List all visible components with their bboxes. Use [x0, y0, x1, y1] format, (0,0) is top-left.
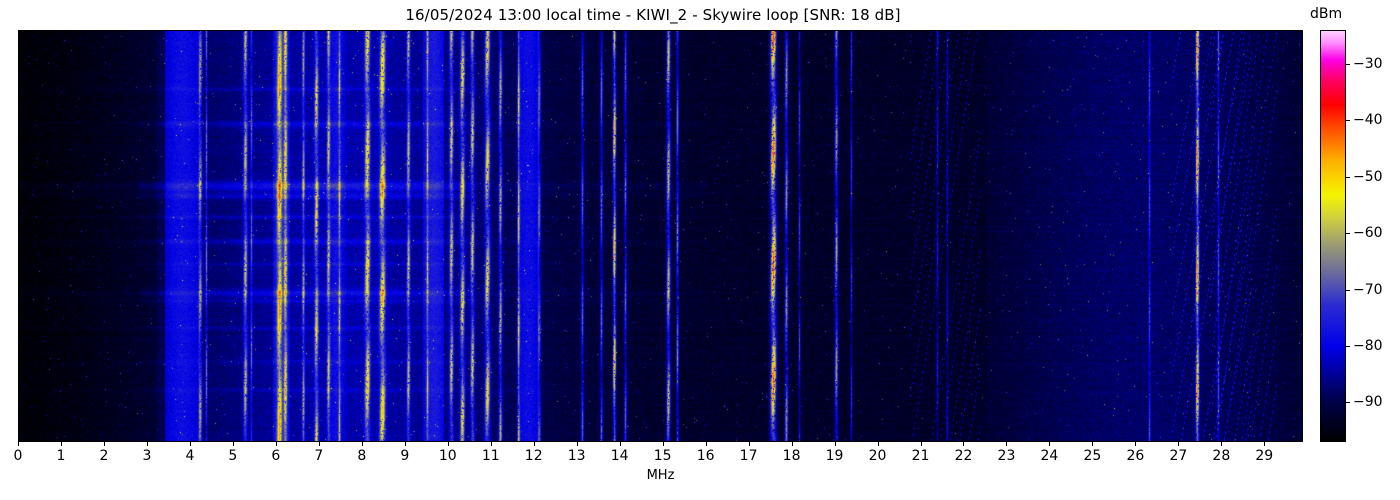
x-axis-tick [877, 442, 879, 446]
x-axis-tick [705, 442, 707, 446]
x-axis-tick [963, 442, 965, 446]
x-axis-tick [232, 442, 234, 446]
x-axis-tick [275, 442, 277, 446]
x-axis-tick-label: 14 [610, 448, 629, 464]
x-axis-tick-label: 23 [997, 448, 1016, 464]
x-axis-tick [834, 442, 836, 446]
colorbar-tick [1346, 63, 1350, 65]
x-axis-tick [1264, 442, 1266, 446]
x-axis-tick-label: 25 [1083, 448, 1102, 464]
x-axis-tick [146, 442, 148, 446]
x-axis-tick-label: 29 [1255, 448, 1274, 464]
x-axis-tick [60, 442, 62, 446]
x-axis-tick-label: 21 [911, 448, 930, 464]
x-axis-tick [533, 442, 535, 446]
colorbar: −30 −40 −50 −60 −70 −80 −90 [1320, 30, 1383, 442]
x-axis-tick-label: 17 [739, 448, 758, 464]
x-axis-tick [189, 442, 191, 446]
colorbar-tick-label: −40 [1353, 112, 1383, 129]
x-axis-tick-label: 20 [868, 448, 887, 464]
x-axis-tick-label: 3 [142, 448, 152, 464]
colorbar-tick-label: −50 [1353, 168, 1383, 185]
colorbar-tick [1346, 176, 1350, 178]
colorbar-tick [1346, 233, 1350, 235]
x-axis-tick-label: 10 [438, 448, 457, 464]
colorbar-tick [1346, 346, 1350, 348]
x-axis-tick-label: 7 [314, 448, 324, 464]
x-axis-tick-label: 26 [1126, 448, 1145, 464]
page-title: 16/05/2024 13:00 local time - KIWI_2 - S… [405, 6, 901, 24]
x-axis-tick-label: 4 [185, 448, 195, 464]
x-axis-tick-label: 0 [13, 448, 23, 464]
x-axis-tick [1049, 442, 1051, 446]
x-axis-tick [1135, 442, 1137, 446]
x-axis-label: MHz [646, 468, 675, 483]
x-axis-tick-label: 18 [782, 448, 801, 464]
x-axis-tick-label: 13 [567, 448, 586, 464]
x-axis-tick-label: 22 [954, 448, 973, 464]
x-axis-tick-label: 16 [696, 448, 715, 464]
x-axis-tick [1221, 442, 1223, 446]
x-axis-tick-label: 27 [1169, 448, 1188, 464]
x-axis-tick [447, 442, 449, 446]
x-axis-tick [920, 442, 922, 446]
x-axis-tick [103, 442, 105, 446]
colorbar-tick-label: −90 [1353, 394, 1383, 411]
colorbar-tick [1346, 289, 1350, 291]
x-axis-tick [1092, 442, 1094, 446]
x-axis-tick [404, 442, 406, 446]
x-axis: 0 1 2 3 4 5 6 7 8 9 10 11 12 13 14 15 16 17 18 19 20 21 22 23 24… [14, 442, 1303, 472]
x-axis-tick-label: 19 [825, 448, 844, 464]
spectrogram-canvas[interactable] [19, 31, 1302, 441]
x-axis-tick [791, 442, 793, 446]
x-axis-tick-label: 28 [1212, 448, 1231, 464]
x-axis-tick-label: 5 [228, 448, 238, 464]
x-axis-tick-label: 9 [400, 448, 410, 464]
colorbar-tick-label: −80 [1353, 338, 1383, 355]
x-axis-tick [1178, 442, 1180, 446]
x-axis-tick [318, 442, 320, 446]
x-axis-tick-label: 1 [56, 448, 66, 464]
colorbar-tick-label: −30 [1353, 55, 1383, 72]
x-axis-tick [748, 442, 750, 446]
colorbar-tick [1346, 402, 1350, 404]
x-axis-tick [576, 442, 578, 446]
x-axis-tick [490, 442, 492, 446]
colorbar-gradient [1320, 30, 1346, 442]
colorbar-tick-label: −70 [1353, 281, 1383, 298]
x-axis-tick-label: 24 [1040, 448, 1059, 464]
x-axis-tick [1006, 442, 1008, 446]
x-axis-tick-label: 8 [357, 448, 367, 464]
colorbar-tick-label: −60 [1353, 225, 1383, 242]
x-axis-tick [361, 442, 363, 446]
x-axis-tick-label: 6 [271, 448, 281, 464]
x-axis-tick [619, 442, 621, 446]
x-axis-tick-label: 15 [653, 448, 672, 464]
x-axis-tick [662, 442, 664, 446]
waterfall-plot[interactable] [18, 30, 1303, 442]
x-axis-tick-label: 12 [524, 448, 543, 464]
colorbar-tick [1346, 120, 1350, 122]
x-axis-tick-label: 11 [481, 448, 500, 464]
x-axis-tick-label: 2 [99, 448, 109, 464]
x-axis-tick [18, 442, 19, 446]
colorbar-label: dBm [1310, 6, 1343, 22]
